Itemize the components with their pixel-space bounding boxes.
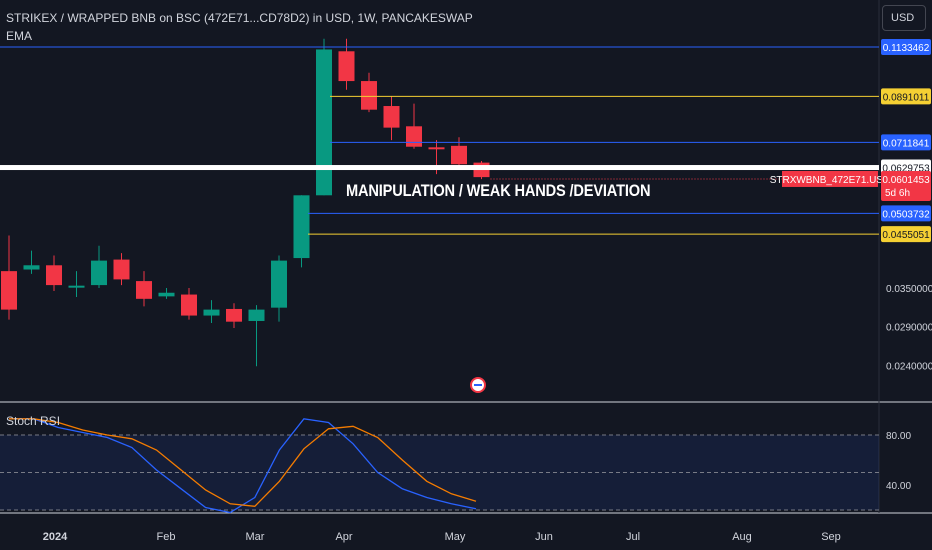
current-symbol-tag: [782, 170, 878, 187]
countdown-text: 5d 6h: [885, 188, 910, 199]
level-price-tag: [881, 134, 931, 151]
grid-layer: [0, 0, 932, 514]
level-price-text: 0.0891011: [883, 92, 930, 103]
candle-body: [113, 259, 130, 280]
price-axis-tick: 0.0290000: [886, 323, 932, 334]
price-levels: [0, 46, 879, 235]
candle-series: [1, 38, 490, 367]
time-axis-tick: May: [445, 531, 466, 543]
chart-annotation: MANIPULATION / WEAK HANDS /DEVIATION: [346, 181, 651, 200]
candle-body: [23, 265, 40, 270]
level-price-label: 0.0891011: [881, 88, 931, 105]
level-price-tag: [881, 88, 931, 105]
level-line-white: [0, 165, 879, 171]
candle-body: [316, 49, 332, 196]
rsi-axis-tick: 80.00: [886, 431, 911, 442]
currency-button[interactable]: USD: [882, 5, 926, 31]
candle-body: [226, 308, 242, 322]
candle-body: [338, 51, 355, 82]
candle-body: [271, 260, 287, 308]
candle-body: [248, 309, 265, 321]
candle-body: [451, 145, 467, 165]
level-price-text: 0.1133462: [883, 43, 930, 54]
time-axis-tick: 2024: [43, 531, 68, 543]
candle-body: [293, 195, 310, 259]
level-price-tag: [881, 39, 931, 55]
candle-body: [383, 106, 400, 128]
price-axis-tick: 0.0240000: [886, 361, 932, 372]
chart-title: STRIKEX / WRAPPED BNB on BSC (472E71...C…: [6, 11, 473, 25]
level-price-text: 0.0503732: [882, 209, 930, 220]
candle-body: [136, 281, 152, 299]
time-axis-tick: Sep: [821, 531, 841, 543]
candle-body: [428, 147, 445, 150]
level-price-label: 0.0503732: [881, 205, 931, 222]
us-flag-icon[interactable]: [470, 377, 486, 393]
level-price-label: 0.0455051: [881, 226, 931, 243]
current-symbol-text: STRXWBNB_472E71.USD: [770, 175, 891, 186]
rsi-d-line: [9, 418, 477, 507]
level-price-text: 0.0629753: [882, 164, 930, 175]
current-price-tag: [881, 170, 931, 201]
level-price-tag: [881, 205, 931, 222]
level-price-tag: [881, 226, 931, 243]
level-price-label: 0.0711841: [881, 134, 931, 151]
level-price-label: 0.1133462: [881, 39, 931, 55]
stoch-rsi-panel: [0, 418, 879, 514]
rsi-axis-tick: 40.00: [886, 481, 911, 492]
time-axis-tick: Jun: [535, 531, 553, 543]
time-axis-tick: Apr: [335, 531, 352, 543]
rsi-band: [0, 435, 879, 510]
current-price-text: 0.0601453: [882, 175, 930, 186]
indicator-label-ema[interactable]: EMA: [6, 29, 33, 43]
candle-body: [91, 260, 107, 286]
time-axis-tick: Jul: [626, 531, 640, 543]
stoch-rsi-label[interactable]: Stoch RSI: [6, 414, 61, 428]
candle-body: [361, 81, 377, 110]
level-price-text: 0.0455051: [882, 230, 930, 241]
candle-body: [1, 271, 17, 310]
candle-body: [406, 126, 422, 147]
time-axis-tick: Aug: [732, 531, 752, 543]
price-axis-tick: 0.0350000: [886, 284, 932, 295]
candle-body: [158, 292, 175, 297]
candle-body: [203, 309, 220, 316]
candle-body: [68, 285, 85, 288]
time-axis-tick: Feb: [157, 531, 176, 543]
price-axis-labels: 0.1133462 0.0891011 0.0711841 0.0629753 0.05…: [770, 39, 931, 243]
level-price-text: 0.0711841: [883, 138, 930, 149]
axes: 0.0350000 0.0290000 0.0240000 80.00 40.00 202…: [43, 284, 932, 543]
time-axis-tick: Mar: [246, 531, 265, 543]
candle-body: [46, 265, 62, 286]
candle-body: [181, 294, 197, 316]
